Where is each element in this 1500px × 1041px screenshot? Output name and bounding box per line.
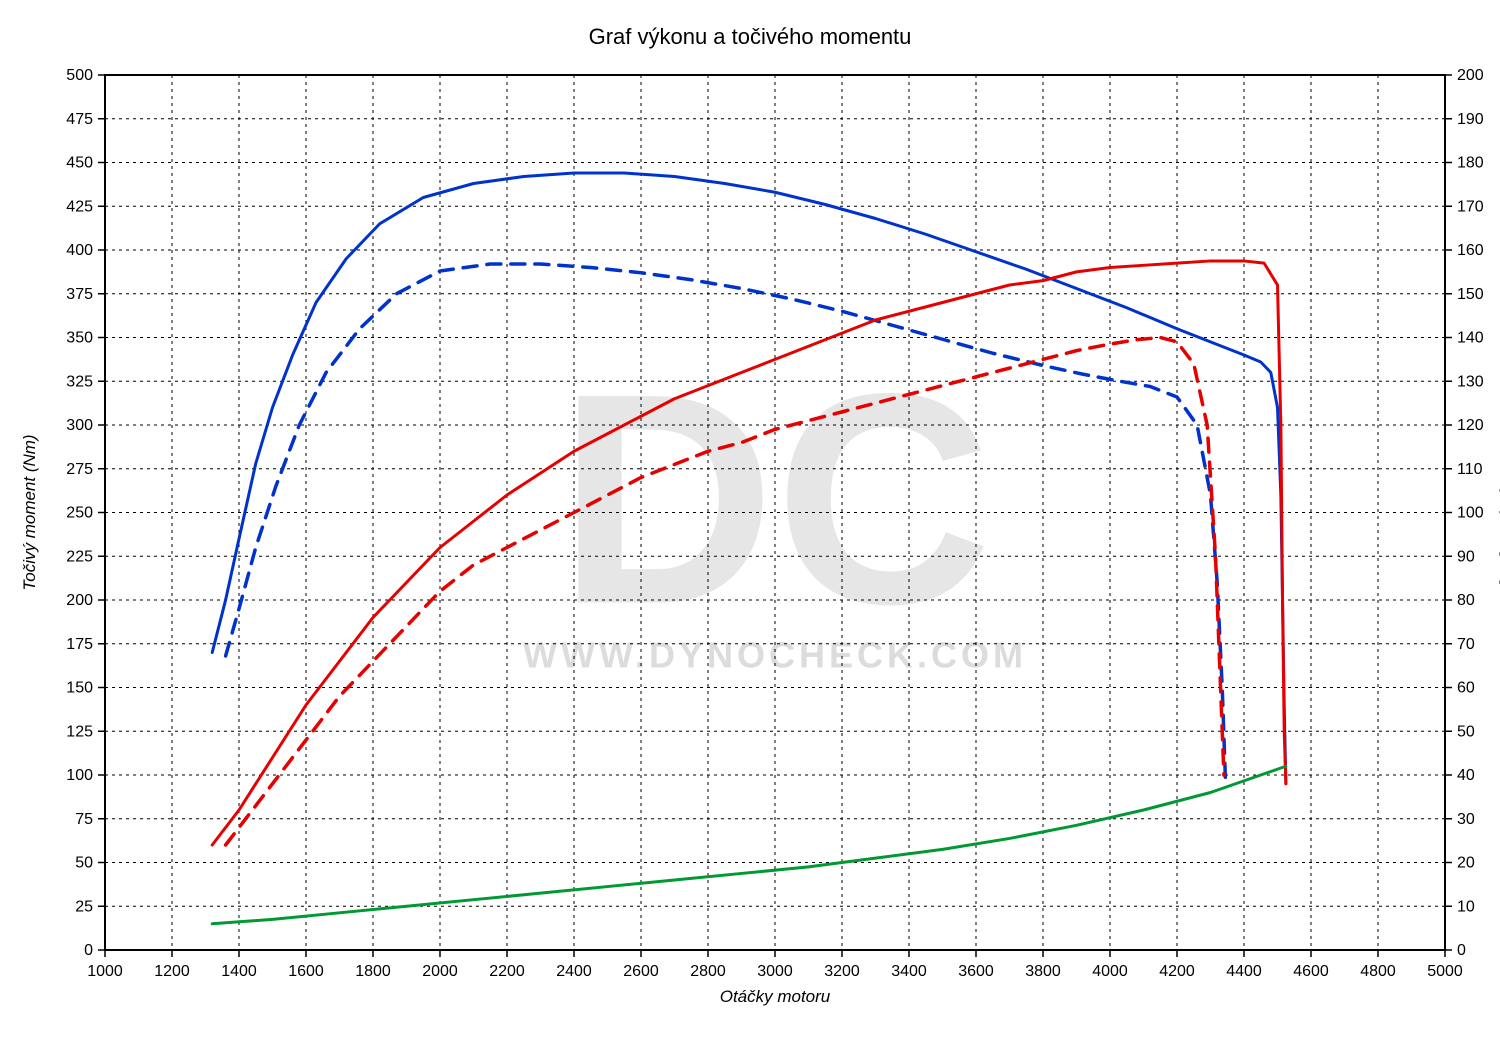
y-left-tick-label: 250 (66, 505, 93, 522)
x-tick-label: 1000 (87, 963, 123, 980)
y-left-tick-label: 0 (84, 942, 93, 959)
x-tick-label: 1600 (288, 963, 324, 980)
x-tick-label: 2400 (556, 963, 592, 980)
x-tick-label: 4600 (1293, 963, 1329, 980)
y-left-tick-label: 375 (66, 286, 93, 303)
chart-title: Graf výkonu a točivého momentu (0, 24, 1500, 50)
y-left-tick-label: 50 (75, 855, 93, 872)
y-right-tick-label: 50 (1457, 723, 1475, 740)
y-right-tick-label: 20 (1457, 855, 1475, 872)
y-left-tick-label: 300 (66, 417, 93, 434)
y-right-tick-label: 150 (1457, 286, 1484, 303)
y-left-tick-label: 25 (75, 898, 93, 915)
y-left-axis-label: Točivý moment (Nm) (20, 434, 39, 590)
y-left-tick-label: 350 (66, 330, 93, 347)
y-right-tick-label: 170 (1457, 198, 1484, 215)
x-tick-label: 4800 (1360, 963, 1396, 980)
y-right-tick-label: 130 (1457, 373, 1484, 390)
x-tick-label: 3800 (1025, 963, 1061, 980)
y-right-tick-label: 180 (1457, 155, 1484, 172)
y-left-tick-label: 200 (66, 592, 93, 609)
x-tick-label: 2000 (422, 963, 458, 980)
y-right-tick-label: 60 (1457, 680, 1475, 697)
x-tick-label: 1800 (355, 963, 391, 980)
y-right-tick-label: 120 (1457, 417, 1484, 434)
watermark-url: WWW.DYNOCHECK.COM (523, 635, 1027, 676)
y-right-tick-label: 10 (1457, 898, 1475, 915)
y-left-tick-label: 225 (66, 548, 93, 565)
y-left-tick-label: 325 (66, 373, 93, 390)
x-tick-label: 3000 (757, 963, 793, 980)
x-tick-label: 3200 (824, 963, 860, 980)
y-right-tick-label: 110 (1457, 461, 1483, 478)
y-right-tick-label: 140 (1457, 330, 1484, 347)
dyno-chart: DCWWW.DYNOCHECK.COM100012001400160018002… (0, 0, 1500, 1041)
x-tick-label: 1400 (221, 963, 257, 980)
y-right-tick-label: 30 (1457, 811, 1475, 828)
x-tick-label: 5000 (1427, 963, 1463, 980)
y-right-tick-label: 190 (1457, 111, 1484, 128)
x-tick-label: 3600 (958, 963, 994, 980)
x-tick-label: 1200 (154, 963, 190, 980)
y-left-tick-label: 450 (66, 155, 93, 172)
x-tick-label: 4400 (1226, 963, 1262, 980)
x-tick-label: 2800 (690, 963, 726, 980)
x-axis-label: Otáčky motoru (720, 987, 831, 1006)
y-left-tick-label: 75 (75, 811, 93, 828)
y-right-tick-label: 200 (1457, 67, 1484, 84)
y-right-tick-label: 160 (1457, 242, 1484, 259)
y-right-tick-label: 100 (1457, 505, 1484, 522)
y-left-tick-label: 150 (66, 680, 93, 697)
y-right-tick-label: 80 (1457, 592, 1475, 609)
y-left-tick-label: 400 (66, 242, 93, 259)
y-left-tick-label: 275 (66, 461, 93, 478)
x-tick-label: 2600 (623, 963, 659, 980)
y-right-tick-label: 40 (1457, 767, 1475, 784)
y-left-tick-label: 500 (66, 67, 93, 84)
x-tick-label: 2200 (489, 963, 525, 980)
y-right-tick-label: 0 (1457, 942, 1466, 959)
x-tick-label: 4000 (1092, 963, 1128, 980)
y-right-tick-label: 70 (1457, 636, 1475, 653)
y-left-tick-label: 125 (66, 723, 93, 740)
y-left-tick-label: 475 (66, 111, 93, 128)
y-right-tick-label: 90 (1457, 548, 1475, 565)
y-left-tick-label: 425 (66, 198, 93, 215)
x-tick-label: 4200 (1159, 963, 1195, 980)
x-tick-label: 3400 (891, 963, 927, 980)
y-left-tick-label: 175 (66, 636, 93, 653)
y-left-tick-label: 100 (66, 767, 93, 784)
